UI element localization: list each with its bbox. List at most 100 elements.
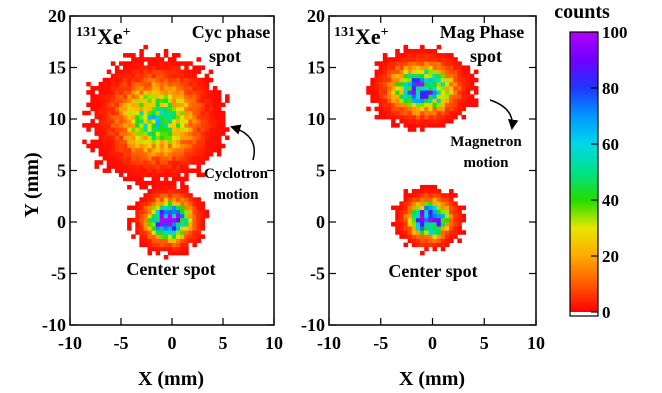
heatmap-cell: [102, 86, 108, 91]
heatmap-cell: [208, 106, 214, 112]
heatmap-cell: [424, 57, 429, 62]
heatmap-cell: [131, 143, 136, 149]
heatmap-cell: [106, 151, 112, 157]
heatmap-cell: [167, 151, 173, 157]
heatmap-cell: [163, 81, 169, 87]
heatmap-cell: [176, 164, 181, 169]
heatmap-cell: [176, 127, 181, 132]
heatmap-cell: [139, 90, 144, 95]
heatmap-cell: [366, 90, 371, 95]
heatmap-cell: [200, 201, 206, 206]
heatmap-cell: [127, 86, 132, 91]
heatmap-cell: [180, 201, 185, 206]
heatmap-cell: [167, 160, 173, 165]
heatmap-cell: [204, 123, 210, 128]
heatmap-cell: [143, 110, 148, 116]
heatmap-cell: [432, 193, 438, 198]
heatmap-cell: [424, 201, 429, 206]
heatmap-cell: [196, 226, 201, 231]
heatmap-cell: [403, 73, 409, 79]
heatmap-cell: [106, 164, 112, 169]
heatmap-cell: [420, 48, 425, 54]
heatmap-cell: [167, 57, 173, 62]
heatmap-cell: [106, 81, 112, 87]
heatmap-cell: [407, 123, 413, 128]
heatmap-cell: [465, 69, 471, 75]
heatmap-cell: [428, 189, 433, 194]
heatmap-cell: [216, 98, 222, 103]
heatmap-cell: [196, 69, 201, 75]
heatmap-cell: [127, 222, 132, 227]
heatmap-cell: [436, 242, 442, 248]
heatmap-cell: [420, 44, 425, 50]
heatmap-cell: [143, 184, 148, 190]
heatmap-cell: [106, 98, 112, 103]
heatmap-cell: [196, 57, 201, 62]
heatmap-cell: [167, 164, 173, 169]
heatmap-cell: [180, 242, 185, 248]
heatmap-cell: [184, 189, 189, 194]
heatmap-cell: [420, 61, 425, 66]
heatmap-cell: [403, 230, 409, 235]
heatmap-cell: [139, 234, 144, 239]
heatmap-cell: [386, 106, 392, 112]
heatmap-cell: [110, 160, 116, 165]
heatmap-cell: [151, 57, 157, 62]
heatmap-cell: [163, 69, 169, 75]
heatmap-cell: [461, 69, 467, 75]
heatmap-cell: [415, 102, 421, 108]
heatmap-cell: [432, 48, 438, 54]
heatmap-cell: [457, 77, 462, 83]
heatmap-cell: [176, 135, 181, 140]
heatmap-cell: [167, 143, 173, 149]
heatmap-cell: [399, 61, 404, 66]
heatmap-cell: [386, 114, 392, 120]
heatmap-cell: [131, 106, 136, 112]
heatmap-cell: [127, 176, 132, 182]
heatmap-cell: [444, 213, 450, 219]
heatmap-cell: [176, 69, 181, 75]
heatmap-cell: [167, 81, 173, 87]
heatmap-cell: [159, 213, 165, 219]
heatmap-cell: [200, 102, 206, 108]
heatmap-cell: [151, 90, 157, 95]
heatmap-cell: [176, 61, 181, 66]
heatmap-cell: [98, 81, 104, 87]
heatmap-cell: [131, 110, 136, 116]
heatmap-cell: [473, 98, 479, 103]
heatmap-cell: [432, 189, 438, 194]
heatmap-cell: [444, 69, 450, 75]
heatmap-cell: [200, 209, 206, 215]
heatmap-cell: [176, 81, 181, 87]
heatmap-cell: [139, 57, 144, 62]
heatmap-cell: [366, 86, 371, 91]
heatmap-cell: [411, 102, 417, 108]
heatmap-cell: [159, 242, 165, 248]
heatmap-cell: [147, 156, 152, 161]
heatmap-cell: [444, 102, 450, 108]
heatmap-cell: [159, 98, 165, 103]
heatmap-cell: [411, 217, 417, 223]
heatmap-cell: [200, 127, 206, 132]
heatmap-cell: [159, 201, 165, 206]
heatmap-cell: [403, 205, 409, 211]
heatmap-cell: [465, 73, 471, 79]
heatmap-cell: [127, 217, 132, 223]
heatmap-cell: [428, 114, 433, 120]
x-tick-label: 0: [168, 333, 177, 353]
heatmap-cell: [184, 230, 189, 235]
heatmap-cell: [403, 98, 409, 103]
heatmap-cell: [159, 94, 165, 99]
heatmap-cell: [167, 168, 173, 173]
heatmap-cell: [208, 139, 214, 145]
heatmap-cell: [415, 114, 421, 120]
heatmap-cell: [106, 114, 112, 120]
heatmap-cell: [135, 119, 140, 124]
heatmap-cell: [163, 172, 169, 178]
heatmap-cell: [147, 222, 152, 227]
heatmap-cell: [411, 226, 417, 231]
heatmap-cell: [151, 77, 157, 83]
heatmap-cell: [127, 119, 132, 124]
heatmap-cell: [440, 226, 446, 231]
heatmap-cell: [127, 81, 132, 87]
